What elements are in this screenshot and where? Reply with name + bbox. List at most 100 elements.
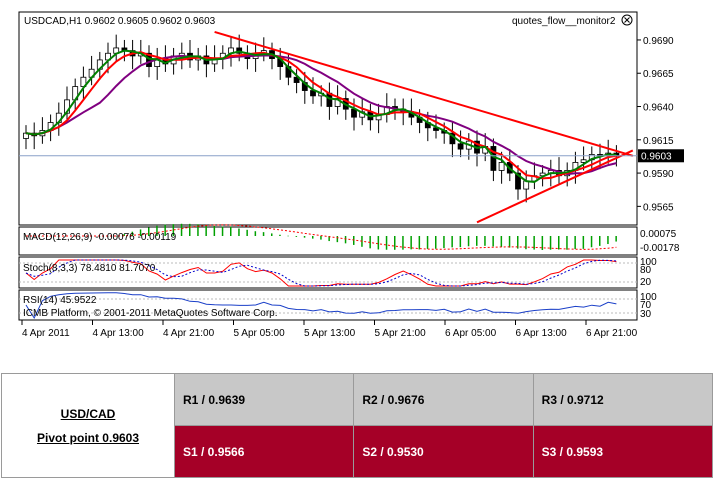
symbol-cell: USD/CAD Pivot point 0.9603 (1, 373, 175, 478)
stoch-tick-20: 20 (640, 277, 652, 288)
ma-line-mid (25, 51, 617, 180)
macd-bar (180, 223, 183, 236)
macd-bar (558, 236, 560, 250)
macd-bar (426, 236, 429, 249)
x-tick-label: 4 Apr 2011 (22, 328, 70, 339)
macd-bar (303, 236, 306, 238)
macd-label: MACD(12,26,9) -0.00076 -0.00119 (23, 232, 177, 243)
macd-bar (279, 234, 281, 236)
stoch-tick-100: 100 (640, 257, 657, 268)
macd-bar (230, 226, 232, 236)
macd-bar (213, 225, 216, 236)
macd-bar (123, 234, 125, 236)
candle-body (457, 143, 464, 150)
resistance-row: USD/CAD Pivot point 0.9603 R1 / 0.9639 R… (1, 373, 714, 478)
candle-body (293, 76, 300, 83)
x-tick-label: 4 Apr 21:00 (163, 328, 215, 339)
x-tick-label: 5 Apr 21:00 (375, 328, 427, 339)
macd-bar (295, 236, 298, 237)
rsi-tick-70: 70 (640, 300, 652, 311)
macd-bar (131, 231, 134, 236)
pivot-label: Pivot point 0.9603 (36, 430, 140, 445)
y-tick-label: 0.9565 (643, 202, 674, 213)
macd-bar (385, 236, 388, 250)
macd-bar (221, 226, 224, 236)
macd-bar (525, 236, 527, 250)
s3-cell: S3 / 0.9593 (532, 425, 714, 478)
macd-bar (197, 224, 199, 236)
trendline-support (476, 149, 634, 224)
macd-bar (418, 236, 421, 250)
macd-bar (517, 236, 519, 249)
macd-bar (139, 229, 142, 236)
x-tick-label: 5 Apr 13:00 (304, 328, 356, 339)
r3-cell: R3 / 0.9712 (532, 373, 714, 426)
symbol-label: USD/CAD (60, 406, 116, 421)
y-tick-label: 0.9590 (643, 169, 674, 180)
macd-bar (402, 236, 404, 250)
copyright: ICMB Platform, © 2001-2011 MetaQuotes So… (23, 308, 278, 319)
trendline-resistance (214, 31, 634, 157)
stoch-tick-80: 80 (640, 265, 652, 276)
symbol-header: USDCAD,H1 0.9602 0.9605 0.9602 0.9603 (24, 16, 216, 27)
rsi-line (25, 292, 617, 320)
x-tick-label: 6 Apr 05:00 (445, 328, 497, 339)
macd-bar (566, 236, 568, 250)
macd-bar (377, 236, 380, 250)
pivot-table: USD/CAD Pivot point 0.9603 R1 / 0.9639 R… (1, 373, 714, 478)
macd-signal-line (26, 224, 617, 250)
macd-bar (328, 236, 330, 242)
macd-bar (599, 236, 601, 246)
macd-bar (508, 236, 511, 248)
rsi-panel (18, 289, 638, 321)
macd-bar (156, 225, 158, 236)
support-row: S1 / 0.9566 S2 / 0.9530 S3 / 0.9593 (2, 425, 714, 478)
macd-bar (582, 236, 585, 249)
macd-bar (574, 236, 576, 250)
rsi-tick-100: 100 (640, 292, 657, 303)
macd-bar (271, 233, 273, 236)
candle-body (515, 172, 521, 190)
macd-bar (336, 236, 339, 243)
candle-body (580, 159, 587, 163)
x-tick-label: 4 Apr 13:00 (93, 328, 145, 339)
macd-bar (467, 236, 470, 247)
macd-bar (492, 236, 494, 247)
y-tick-label: 0.9640 (643, 103, 674, 114)
price-panel (18, 11, 638, 226)
ma-line-fast (25, 49, 617, 184)
macd-tick-bottom: -0.00178 (640, 243, 680, 254)
macd-bar (394, 236, 396, 250)
rsi-tick-30: 30 (640, 309, 652, 320)
macd-bar (164, 224, 166, 236)
s1-cell: S1 / 0.9566 (173, 425, 355, 478)
macd-bar (33, 236, 35, 237)
stoch-panel (18, 256, 638, 289)
macd-bar (443, 236, 445, 249)
macd-bar (607, 236, 609, 245)
macd-bar (344, 236, 347, 244)
macd-bar (287, 235, 289, 237)
stoch-main-line (25, 259, 617, 287)
macd-bar (172, 224, 175, 236)
candle-body (146, 52, 152, 67)
macd-bar (500, 236, 503, 247)
macd-bar (435, 236, 437, 249)
macd-bar (238, 228, 240, 236)
macd-bar (484, 236, 486, 246)
y-tick-label: 0.9615 (643, 136, 674, 147)
x-tick-label: 5 Apr 05:00 (234, 328, 286, 339)
macd-bar (451, 236, 453, 248)
macd-bar (541, 236, 544, 250)
macd-bar (25, 236, 27, 237)
close-indicator-icon[interactable] (621, 14, 633, 26)
current-price-label: 0.9603 (641, 151, 672, 162)
macd-bar (476, 236, 478, 246)
macd-bar (590, 236, 593, 248)
rsi-label: RSI(14) 45.9522 (23, 295, 97, 306)
candle-body (498, 162, 505, 171)
macd-bar (615, 236, 617, 242)
macd-bar (262, 232, 265, 236)
macd-bar (246, 229, 248, 236)
indicator-label: quotes_flow__monitor2 (512, 16, 616, 27)
